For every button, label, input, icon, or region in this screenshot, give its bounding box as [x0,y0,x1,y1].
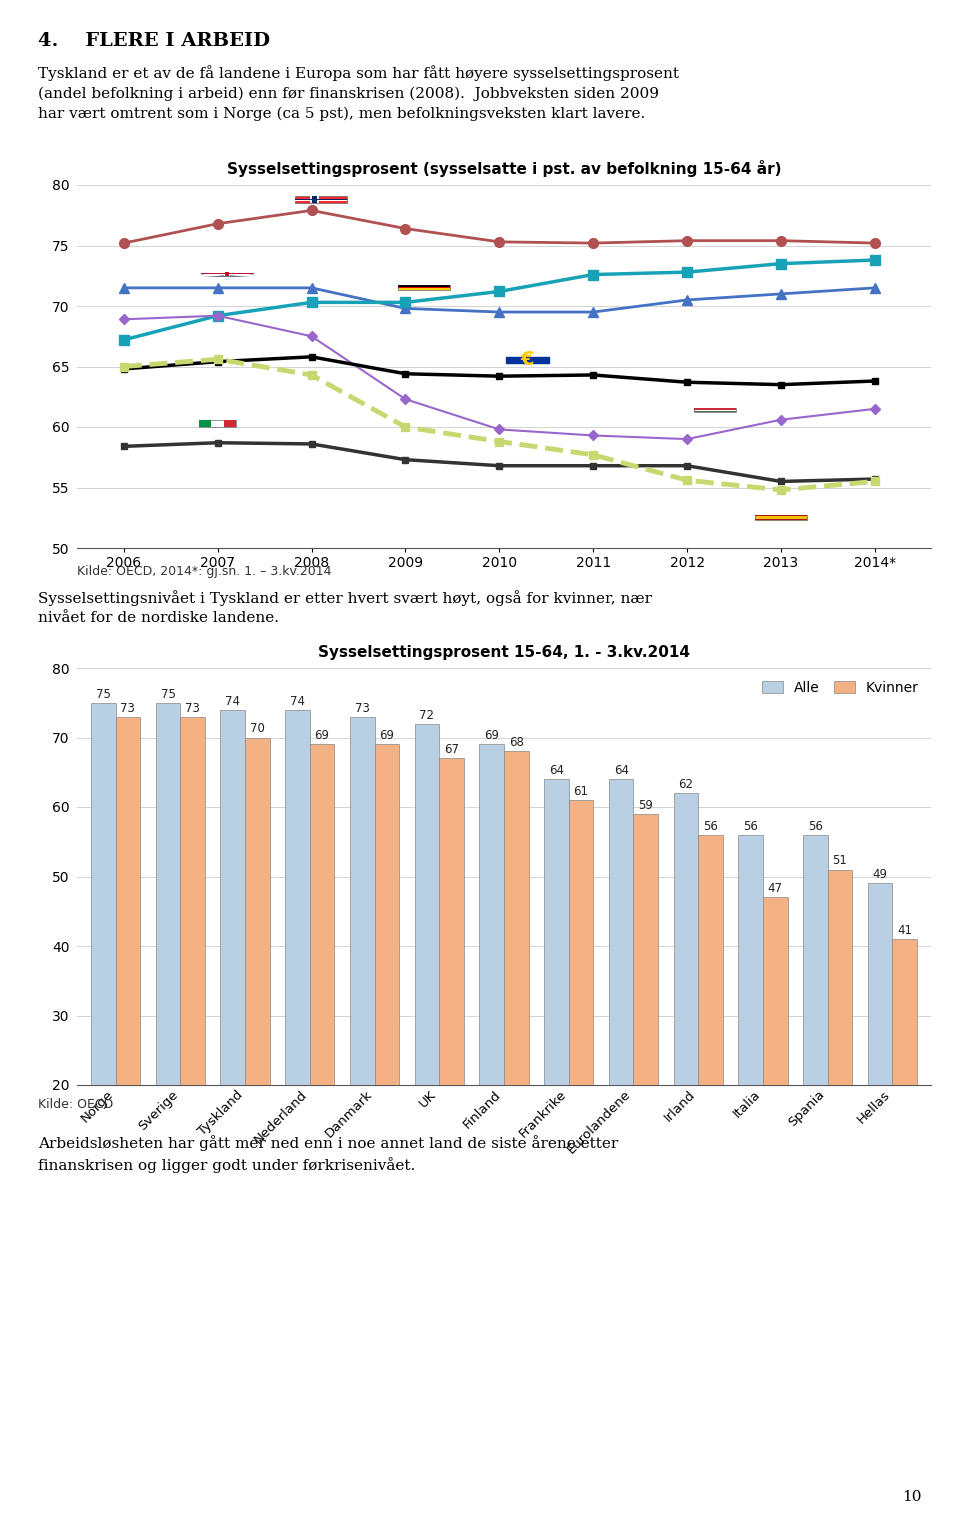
Text: 69: 69 [379,730,395,742]
Title: Sysselsettingsprosent (sysselsatte i pst. av befolkning 15-64 år): Sysselsettingsprosent (sysselsatte i pst… [227,160,781,177]
Text: 64: 64 [613,765,629,777]
Text: 56: 56 [703,819,718,833]
Text: 56: 56 [743,819,758,833]
Text: 47: 47 [768,883,782,895]
Bar [868,884,893,1223]
Bar [199,421,211,427]
Bar [763,898,787,1223]
Text: 4.    FLERE I ARBEID: 4. FLERE I ARBEID [38,32,271,50]
Bar [115,716,140,1223]
Bar [245,737,270,1223]
Bar [309,197,319,203]
Bar [415,724,440,1223]
Text: 73: 73 [185,701,200,715]
Bar [506,357,548,363]
Bar [350,716,374,1223]
Bar [828,869,852,1223]
Bar [221,710,245,1223]
Text: 73: 73 [121,701,135,715]
Bar [398,286,450,289]
Bar [803,834,828,1223]
Text: Kilde: OECD: Kilde: OECD [38,1098,113,1111]
Text: 51: 51 [832,854,848,868]
Bar [180,716,204,1223]
Bar [224,271,230,276]
Bar [226,271,228,276]
Text: 69: 69 [315,730,329,742]
Bar [398,285,450,286]
Text: 74: 74 [290,695,305,707]
Text: 68: 68 [509,736,524,749]
FancyBboxPatch shape [295,197,347,203]
Text: 62: 62 [679,778,693,790]
Bar [698,834,723,1223]
Bar [310,745,334,1223]
Bar [738,834,763,1223]
Text: 70: 70 [250,722,265,736]
Legend: Alle, Kvinner: Alle, Kvinner [756,675,924,699]
Text: 73: 73 [355,701,370,715]
Text: 10: 10 [902,1490,922,1503]
FancyBboxPatch shape [202,271,252,276]
Bar [674,793,698,1223]
Bar [568,799,593,1223]
Bar [91,702,115,1223]
Bar [479,745,504,1223]
Bar [295,198,347,201]
Bar [398,285,450,291]
Bar [285,710,310,1223]
Text: 75: 75 [160,687,176,701]
Bar [156,702,180,1223]
Bar [634,815,658,1223]
Text: 41: 41 [898,924,912,937]
Text: 56: 56 [808,819,823,833]
Text: 64: 64 [549,765,564,777]
Text: 72: 72 [420,709,435,722]
Bar [312,197,317,203]
Text: 69: 69 [484,730,499,742]
Text: Arbeidsløsheten har gått mer ned enn i noe annet land de siste årene etter
finan: Arbeidsløsheten har gått mer ned enn i n… [38,1136,618,1173]
Text: 49: 49 [873,869,888,881]
Title: Sysselsettingsprosent 15-64, 1. - 3.kv.2014: Sysselsettingsprosent 15-64, 1. - 3.kv.2… [318,645,690,660]
Bar [609,780,634,1223]
Bar [440,759,464,1223]
Bar [544,780,568,1223]
Bar [224,421,236,427]
Bar [893,939,917,1223]
Bar [694,409,736,412]
Text: 75: 75 [96,687,110,701]
Text: 59: 59 [638,799,653,812]
Text: Kilde: OECD, 2014*: gj.sn. 1. – 3.kv.2014: Kilde: OECD, 2014*: gj.sn. 1. – 3.kv.201… [77,565,331,578]
Bar [374,745,399,1223]
Text: €: € [520,350,534,369]
Bar [199,421,236,427]
Bar [756,515,806,521]
Text: Sysselsettingsnivået i Tyskland er etter hvert svært høyt, også for kvinner, nær: Sysselsettingsnivået i Tyskland er etter… [38,590,653,625]
Text: 74: 74 [226,695,240,707]
Text: 61: 61 [573,784,588,798]
Bar [504,751,529,1223]
Text: 67: 67 [444,743,459,757]
Text: Tyskland er et av de få landene i Europa som har fått høyere sysselsettingsprose: Tyskland er et av de få landene i Europa… [38,65,680,121]
